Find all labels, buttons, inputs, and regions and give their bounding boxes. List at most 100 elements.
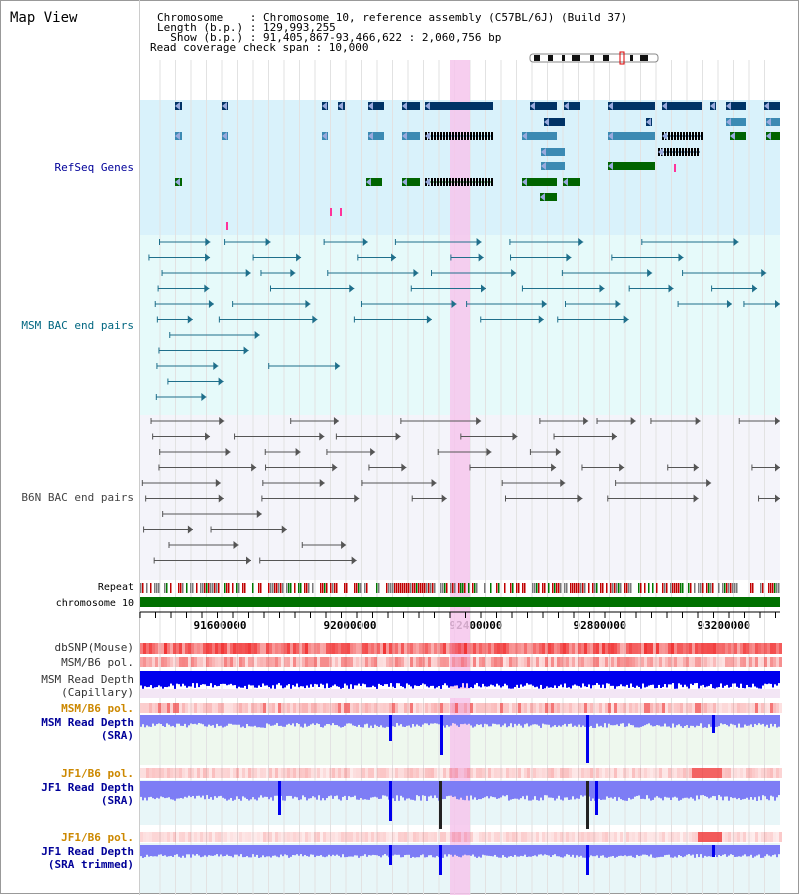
dbsnp-cell [428, 643, 431, 654]
depth-bar [374, 781, 376, 797]
depth-bar [434, 845, 436, 858]
depth-bar [178, 781, 180, 799]
b6n-bac-arrow [476, 417, 482, 425]
msm-bac-arrow [451, 300, 457, 308]
pol-cell [275, 657, 278, 667]
depth-bar [736, 715, 738, 728]
gene-exon [461, 132, 463, 140]
pol-cell [230, 657, 233, 667]
gene-exon [680, 132, 682, 140]
depth-bar [706, 845, 708, 857]
track-label-msm-b6-pol-2[interactable]: MSM/B6 pol. [61, 702, 134, 715]
pol-cell [734, 768, 737, 778]
depth-bar [596, 781, 598, 800]
pol-cell [155, 703, 158, 713]
depth-bar [344, 715, 346, 726]
depth-bar [200, 671, 202, 685]
depth-bar [144, 715, 146, 728]
depth-bar [744, 671, 746, 689]
pol-cell [674, 703, 677, 713]
dbsnp-cell [521, 643, 524, 654]
gene-arrow [541, 148, 546, 156]
track-label-msm-depth-cap[interactable]: MSM Read Depth [41, 673, 134, 686]
pol-cell [395, 832, 398, 842]
depth-bar [514, 781, 516, 799]
depth-bar [182, 845, 184, 856]
repeat-mark [224, 583, 226, 593]
gene-exon [443, 178, 445, 186]
msm-bac-arrow [391, 253, 397, 262]
depth-bar [694, 781, 696, 801]
track-label-jf1-depth-trim[interactable]: JF1 Read Depth [41, 845, 134, 858]
pol-cell [566, 703, 569, 713]
pol-cell [524, 657, 527, 667]
depth-bar [146, 715, 148, 726]
pol-cell [353, 703, 356, 713]
track-label-msm-bac[interactable]: MSM BAC end pairs [21, 319, 134, 332]
depth-bar [592, 715, 594, 728]
depth-bar [596, 671, 598, 684]
repeat-mark [182, 583, 184, 593]
depth-bar [374, 845, 376, 856]
pol-cell [350, 657, 353, 667]
track-label-msm-depth-sra[interactable]: MSM Read Depth [41, 716, 134, 729]
pol-cell [362, 832, 365, 842]
depth-bar [598, 715, 600, 727]
pol-cell [749, 657, 752, 667]
b6n-bac-arrow [225, 448, 231, 456]
depth-bar [690, 671, 692, 684]
depth-bar [144, 845, 146, 858]
pol-cell [248, 657, 251, 667]
dbsnp-cell [248, 643, 251, 654]
depth-bar [490, 671, 492, 685]
depth-bar [168, 671, 170, 687]
depth-bar [514, 671, 516, 688]
gene-block [608, 162, 655, 170]
depth-bar [682, 845, 684, 858]
depth-bar [520, 781, 522, 799]
pol-cell [377, 657, 380, 667]
track-label-jf1-b6-pol-2[interactable]: JF1/B6 pol. [61, 831, 134, 844]
pol-cell [605, 703, 608, 713]
pol-cell [473, 703, 476, 713]
depth-bar [240, 671, 242, 688]
ideogram-band [562, 55, 565, 61]
pol-cell [356, 768, 359, 778]
repeat-mark [434, 583, 436, 593]
track-label-jf1-depth-sra[interactable]: JF1 Read Depth [41, 781, 134, 794]
track-label-jf1-b6-pol[interactable]: JF1/B6 pol. [61, 767, 134, 780]
pol-cell [695, 703, 698, 713]
depth-bar [210, 715, 212, 726]
depth-bar [492, 845, 494, 857]
b6n-bac-arrow [551, 463, 557, 472]
track-label-refseq[interactable]: RefSeq Genes [54, 161, 134, 174]
depth-cap-shadow [140, 689, 780, 698]
pol-cell [371, 657, 374, 667]
gene-exon [443, 132, 445, 140]
track-label-b6n-bac[interactable]: B6N BAC end pairs [21, 491, 134, 504]
depth-bar [580, 781, 582, 796]
dbsnp-cell [572, 643, 575, 654]
depth-bar [342, 671, 344, 688]
track-label-dbsnp[interactable]: dbSNP(Mouse) [54, 641, 134, 654]
depth-bar [760, 671, 762, 689]
gene-block [530, 102, 557, 110]
depth-bar [244, 845, 246, 858]
dbsnp-cell [254, 643, 257, 654]
pol-cell [212, 768, 215, 778]
depth-bar [476, 715, 478, 725]
depth-bar [428, 715, 430, 726]
track-label-msm-b6-pol[interactable]: MSM/B6 pol. [61, 656, 134, 669]
pol-cell [536, 832, 539, 842]
depth-bar [682, 671, 684, 688]
repeat-mark [734, 583, 736, 593]
depth-bar [468, 781, 470, 801]
dbsnp-cell [488, 643, 491, 654]
pol-cell [485, 832, 488, 842]
depth-bar [408, 845, 410, 855]
pol-cell [668, 832, 671, 842]
depth-bar [416, 715, 418, 725]
depth-bar [386, 781, 388, 797]
depth-bar [764, 845, 766, 857]
